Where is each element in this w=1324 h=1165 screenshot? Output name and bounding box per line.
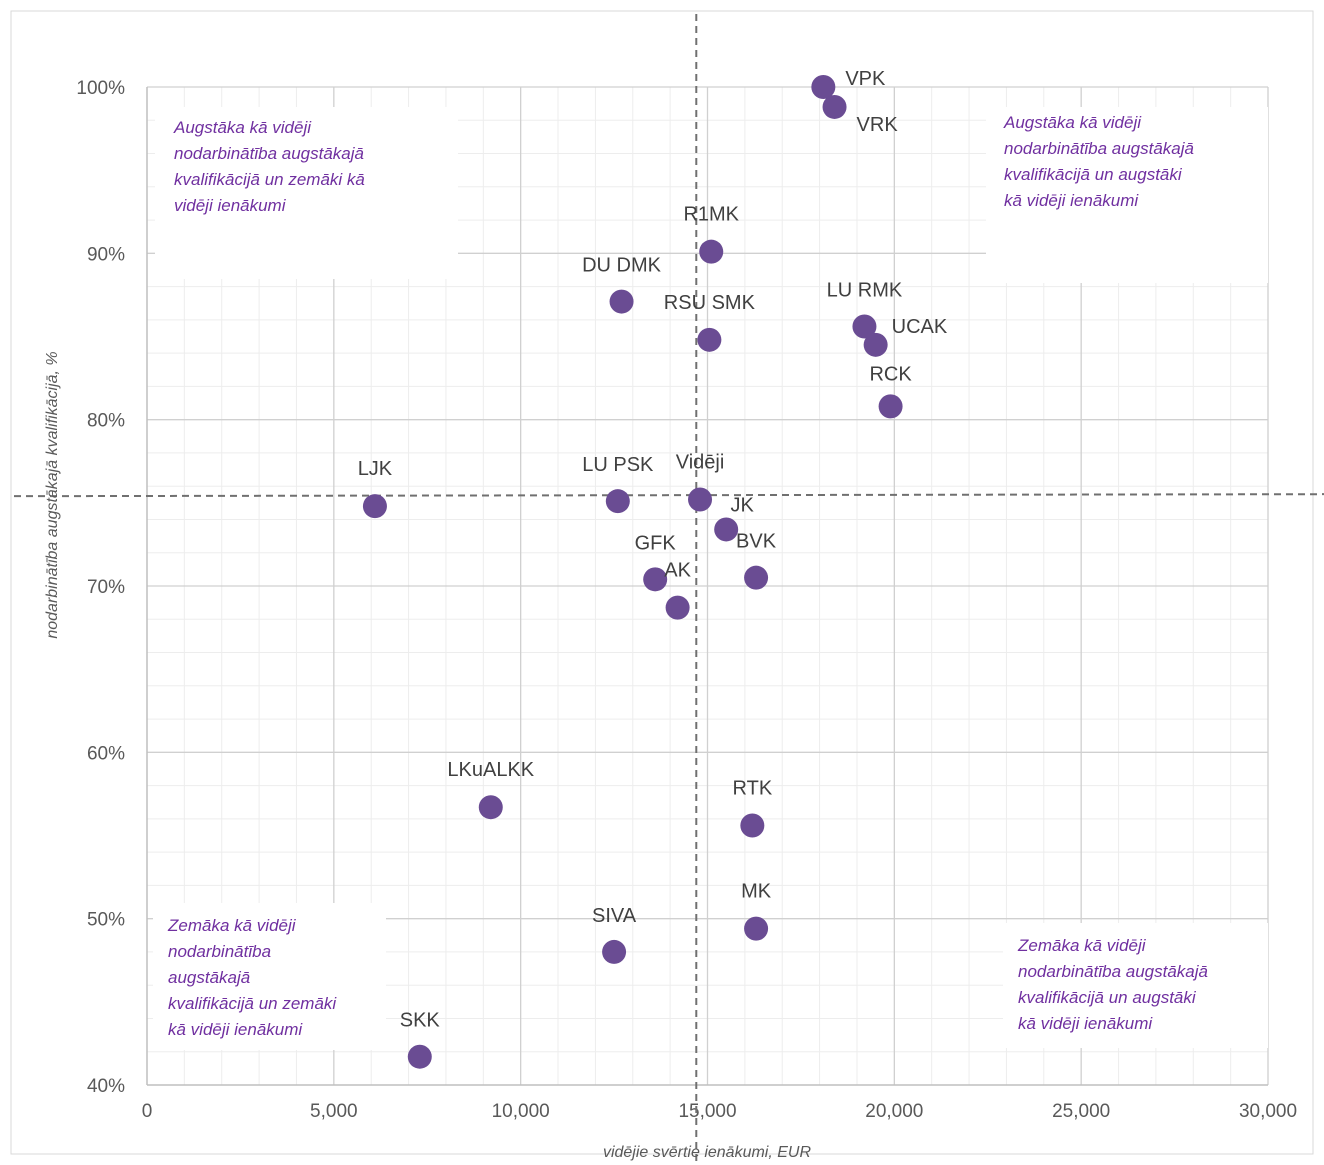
- quadrant-box: [986, 107, 1268, 283]
- x-tick-label: 0: [142, 1101, 153, 1122]
- quadrant-text: Augstāka kā vidēji nodarbinātība augstāka…: [173, 118, 365, 215]
- data-label: SKK: [400, 1010, 441, 1032]
- average-lines: [13, 14, 1324, 1165]
- y-tick-labels: 40% 50% 60% 70% 80% 90% 100%: [76, 78, 125, 1097]
- quadrant-annotations: Augstāka kā vidēji nodarbinātība augstāka…: [153, 107, 1268, 1050]
- quadrant-text-line: nodarbinātība augstākajā: [1018, 962, 1208, 981]
- quadrant-text-line: kvalifikācijā un augstāki: [1018, 988, 1197, 1007]
- quadrant-text-line: kvalifikācijā un zemāki: [168, 994, 337, 1013]
- data-label: LKuALKK: [447, 759, 534, 781]
- data-points: [362, 75, 903, 1069]
- quadrant-text-line: kvalifikācijā un augstāki: [1004, 165, 1183, 184]
- data-point: [852, 314, 877, 339]
- data-label: RTK: [733, 778, 773, 800]
- data-label: LU RMK: [827, 280, 903, 302]
- y-tick-label: 40%: [87, 1076, 125, 1097]
- data-label: JK: [731, 494, 755, 516]
- data-label: VRK: [857, 114, 899, 136]
- quadrant-text-line: kā vidēji ienākumi: [1018, 1014, 1153, 1033]
- quadrant-text-line: Augstāka kā vidēji: [1003, 113, 1142, 132]
- data-point: [740, 813, 765, 838]
- quadrant-text-line: augstākajā: [168, 968, 250, 987]
- y-tick-label: 60%: [87, 743, 125, 764]
- data-point: [688, 487, 713, 512]
- quadrant-text: Augstāka kā vidēji nodarbinātība augstāka…: [1003, 113, 1194, 210]
- data-label: AK: [664, 560, 691, 582]
- x-tick-label: 30,000: [1239, 1101, 1297, 1122]
- data-label: BVK: [736, 531, 777, 553]
- x-tick-label: 20,000: [865, 1101, 923, 1122]
- quadrant-text-line: Zemāka kā vidēji: [167, 916, 297, 935]
- axis-lines: [146, 87, 1268, 1086]
- y-tick-label: 80%: [87, 411, 125, 432]
- data-point: [822, 94, 847, 119]
- x-tick-label: 25,000: [1052, 1101, 1110, 1122]
- data-point: [609, 289, 634, 314]
- quadrant-box: [155, 107, 458, 279]
- data-point: [811, 75, 836, 99]
- quadrant-text-line: kā vidēji ienākumi: [168, 1020, 303, 1039]
- data-point: [863, 332, 888, 357]
- data-point: [744, 565, 769, 590]
- data-label: Vidēji: [676, 452, 725, 474]
- y-tick-label: 90%: [87, 244, 125, 265]
- quadrant-text-line: kvalifikācijā un zemāki kā: [174, 170, 365, 189]
- y-tick-label: 70%: [87, 577, 125, 598]
- x-axis-title: vidējie svērtie ienākumi, EUR: [603, 1144, 812, 1161]
- data-label: MK: [741, 881, 772, 903]
- quadrant-box: [1003, 923, 1268, 1048]
- data-point: [878, 394, 903, 419]
- data-label: GFK: [635, 532, 677, 554]
- data-point: [697, 327, 722, 352]
- x-tick-labels: 0 5,000 10,000 15,000 20,000 25,000 30,000: [142, 1101, 1297, 1122]
- data-point: [744, 916, 769, 941]
- quadrant-box: [153, 903, 386, 1050]
- quadrant-text-line: kā vidēji ienākumi: [1004, 191, 1139, 210]
- data-point: [643, 567, 668, 592]
- quadrant-text-line: nodarbinātība: [168, 942, 271, 961]
- data-point: [602, 939, 627, 964]
- data-point: [699, 239, 724, 264]
- y-axis-title: nodarbinātība augstākajā kvalifikācijā, …: [44, 351, 61, 638]
- quadrant-text-line: vidēji ienākumi: [174, 196, 287, 215]
- data-label: LJK: [358, 458, 393, 480]
- data-label: RSU SMK: [664, 292, 756, 314]
- x-tick-label: 10,000: [492, 1101, 550, 1122]
- y-tick-label: 100%: [76, 78, 125, 99]
- data-point: [665, 595, 690, 620]
- data-label: UCAK: [892, 316, 948, 338]
- data-label: DU DMK: [582, 255, 662, 277]
- average-employment-line: [13, 493, 1324, 498]
- x-tick-label: 5,000: [310, 1101, 358, 1122]
- quadrant-text-line: nodarbinātība augstākajā: [1004, 139, 1194, 158]
- data-point: [478, 795, 503, 820]
- quadrant-text: Zemāka kā vidēji nodarbinātība augstākajā k…: [167, 916, 337, 1039]
- data-point: [362, 494, 387, 519]
- data-label: VPK: [845, 68, 886, 90]
- data-label: SIVA: [592, 905, 637, 927]
- data-point: [714, 517, 739, 542]
- quadrant-text: Zemāka kā vidēji nodarbinātība augstākajā…: [1017, 936, 1208, 1033]
- y-tick-label: 50%: [87, 910, 125, 931]
- x-tick-label: 15,000: [678, 1101, 736, 1122]
- quadrant-text-line: Zemāka kā vidēji: [1017, 936, 1147, 955]
- data-label: RCK: [869, 363, 912, 385]
- data-label: R1MK: [683, 204, 739, 226]
- data-point: [605, 489, 630, 514]
- quadrant-text-line: nodarbinātība augstākajā: [174, 144, 364, 163]
- data-label: LU PSK: [582, 454, 654, 476]
- data-point: [407, 1044, 432, 1069]
- quadrant-text-line: Augstāka kā vidēji: [173, 118, 312, 137]
